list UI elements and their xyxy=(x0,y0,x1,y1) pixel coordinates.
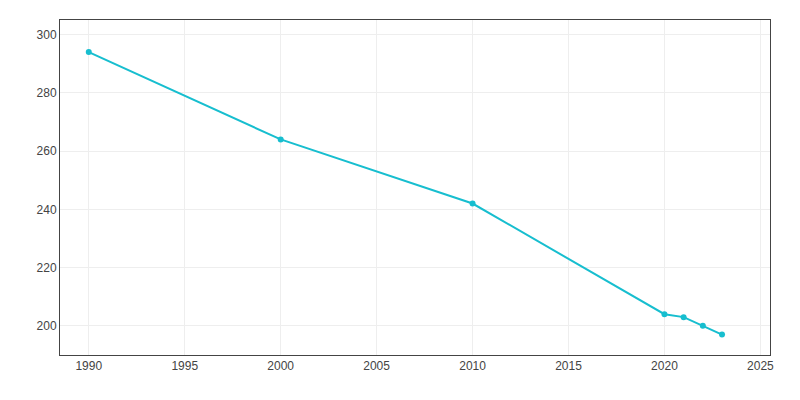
svg-text:260: 260 xyxy=(37,144,57,158)
svg-text:1995: 1995 xyxy=(171,359,198,373)
svg-text:240: 240 xyxy=(37,203,57,217)
svg-text:200: 200 xyxy=(37,319,57,333)
svg-text:2005: 2005 xyxy=(363,359,390,373)
svg-text:300: 300 xyxy=(37,28,57,42)
svg-text:280: 280 xyxy=(37,86,57,100)
svg-text:1990: 1990 xyxy=(75,359,102,373)
svg-text:2025: 2025 xyxy=(747,359,774,373)
svg-text:220: 220 xyxy=(37,261,57,275)
svg-text:2015: 2015 xyxy=(555,359,582,373)
svg-text:2020: 2020 xyxy=(651,359,678,373)
svg-text:2000: 2000 xyxy=(267,359,294,373)
svg-text:2010: 2010 xyxy=(459,359,486,373)
